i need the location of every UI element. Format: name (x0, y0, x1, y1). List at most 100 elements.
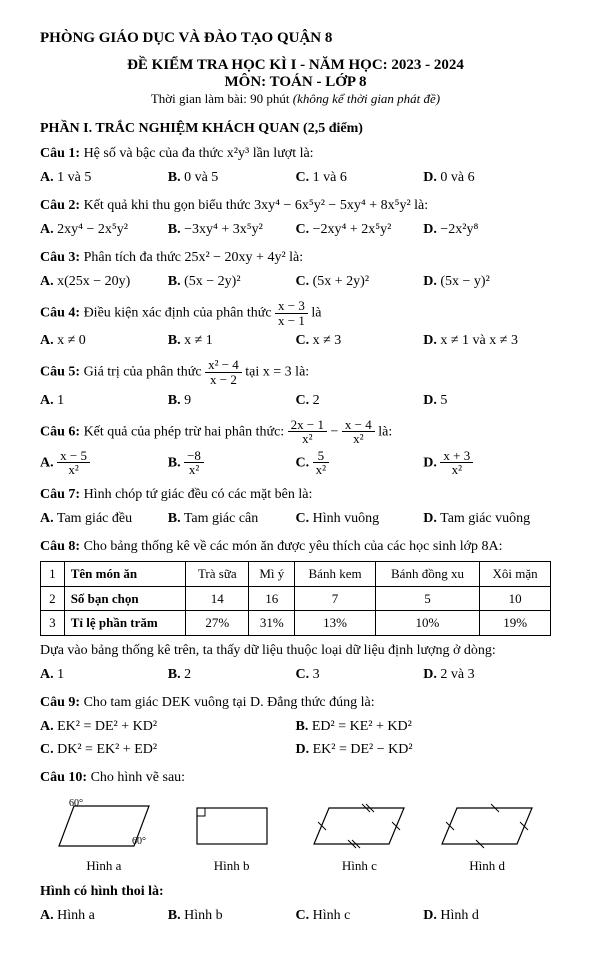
question-6: Câu 6: Kết quả của phép trừ hai phân thứ… (40, 418, 551, 479)
q9-opt-c: C. DK² = EK² + ED² (40, 738, 296, 761)
q5-opt-a: A. 1 (40, 389, 168, 412)
q5-opt-d: D. 5 (423, 389, 551, 412)
q3-opt-a: A. x(25x − 20y) (40, 270, 168, 293)
q10-opt-d: D. Hình d (423, 904, 551, 927)
parallelogram-marks-icon (304, 796, 414, 856)
figure-b: Hình b (168, 796, 296, 876)
q2-opt-d: D. −2x²y⁸ (423, 218, 551, 241)
q10-ask: Hình có hình thoi là: (40, 881, 551, 902)
q4-prefix: Câu 4: (40, 305, 80, 320)
q9-stem: Cho tam giác DEK vuông tại D. Đẳng thức … (80, 695, 375, 710)
section-1-heading: PHẦN I. TRẮC NGHIỆM KHÁCH QUAN (2,5 điểm… (40, 121, 551, 137)
q10-stem: Cho hình vẽ sau: (87, 770, 185, 785)
q6-prefix: Câu 6: (40, 424, 80, 439)
q10-opt-c: C. Hình c (296, 904, 424, 927)
title-line-2: MÔN: TOÁN - LỚP 8 (40, 74, 551, 91)
q8-stem: Cho bảng thống kê về các món ăn được yêu… (80, 539, 502, 554)
q7-stem: Hình chóp tứ giác đều có các mặt bên là: (80, 487, 312, 502)
q3-prefix: Câu 3: (40, 250, 80, 265)
q5-fraction: x² − 4x − 2 (205, 358, 242, 386)
q5-prefix: Câu 5: (40, 365, 80, 380)
question-2: Câu 2: Kết quả khi thu gọn biểu thức 3xy… (40, 195, 551, 241)
q7-prefix: Câu 7: (40, 487, 80, 502)
q3-opt-c: C. (5x + 2y)² (296, 270, 424, 293)
q9-opt-a: A. EK² = DE² + KD² (40, 715, 296, 738)
q8-opt-b: B. 2 (168, 663, 296, 686)
time-prefix: Thời gian làm bài: 90 phút (151, 91, 293, 106)
q1-opt-b: B. 0 và 5 (168, 166, 296, 189)
q6-frac-2: x − 4x² (342, 418, 375, 446)
title-line-1: ĐỀ KIỂM TRA HỌC KÌ I - NĂM HỌC: 2023 - 2… (40, 57, 551, 74)
q4-fraction: x − 3x − 1 (275, 299, 308, 327)
q9-opt-b: B. ED² = KE² + KD² (296, 715, 552, 738)
q2-prefix: Câu 2: (40, 198, 80, 213)
q5-opt-c: C. 2 (296, 389, 424, 412)
q6-stem-b: là: (378, 424, 392, 439)
q5-stem-a: Giá trị của phân thức (80, 365, 205, 380)
q6-opt-c: C. 5x² (296, 448, 424, 478)
question-9: Câu 9: Cho tam giác DEK vuông tại D. Đẳn… (40, 692, 551, 761)
table-row: 1 Tên món ăn Trà sữa Mì ý Bánh kem Bánh … (41, 562, 551, 587)
q5-opt-b: B. 9 (168, 389, 296, 412)
q6-stem-a: Kết quả của phép trừ hai phân thức: (80, 424, 288, 439)
q7-opt-a: A. Tam giác đều (40, 507, 168, 530)
time-line: Thời gian làm bài: 90 phút (không kể thờ… (40, 91, 551, 107)
q1-stem: Hệ số và bậc của đa thức x²y³ lần lượt l… (80, 146, 314, 161)
q6-opt-b: B. −8x² (168, 448, 296, 478)
q10-figures: 60° 60° Hình a Hình b Hình c (40, 796, 551, 876)
svg-text:60°: 60° (69, 798, 83, 809)
question-4: Câu 4: Điều kiện xác định của phân thức … (40, 299, 551, 352)
q4-opt-d: D. x ≠ 1 và x ≠ 3 (423, 329, 551, 352)
q3-stem: Phân tích đa thức 25x² − 20xy + 4y² là: (80, 250, 303, 265)
question-8: Câu 8: Cho bảng thống kê về các món ăn đ… (40, 536, 551, 686)
q4-opt-c: C. x ≠ 3 (296, 329, 424, 352)
q6-minus: − (331, 424, 342, 439)
question-1: Câu 1: Hệ số và bậc của đa thức x²y³ lần… (40, 143, 551, 189)
question-10: Câu 10: Cho hình vẽ sau: 60° 60° Hình a … (40, 767, 551, 928)
q7-opt-c: C. Hình vuông (296, 507, 424, 530)
q3-opt-d: D. (5x − y)² (423, 270, 551, 293)
q8-opt-d: D. 2 và 3 (423, 663, 551, 686)
q9-opt-d: D. EK² = DE² − KD² (296, 738, 552, 761)
q2-opt-b: B. −3xy⁴ + 3x⁵y² (168, 218, 296, 241)
q6-opt-a: A. x − 5x² (40, 448, 168, 478)
figure-a: 60° 60° Hình a (40, 796, 168, 876)
q4-stem-b: là (311, 305, 321, 320)
time-italic: (không kể thời gian phát đề) (293, 91, 440, 106)
question-7: Câu 7: Hình chóp tứ giác đều có các mặt … (40, 484, 551, 530)
question-5: Câu 5: Giá trị của phân thức x² − 4x − 2… (40, 358, 551, 411)
q8-after: Dựa vào bảng thống kê trên, ta thấy dữ l… (40, 640, 551, 661)
q10-prefix: Câu 10: (40, 770, 87, 785)
title-block: ĐỀ KIỂM TRA HỌC KÌ I - NĂM HỌC: 2023 - 2… (40, 57, 551, 107)
figure-c: Hình c (296, 796, 424, 876)
table-row: 2 Số bạn chọn 14 16 7 5 10 (41, 586, 551, 611)
q6-frac-1: 2x − 1x² (288, 418, 327, 446)
q10-opt-b: B. Hình b (168, 904, 296, 927)
q4-opt-b: B. x ≠ 1 (168, 329, 296, 352)
q6-opt-d: D. x + 3x² (423, 448, 551, 478)
q8-prefix: Câu 8: (40, 539, 80, 554)
q7-opt-b: B. Tam giác cân (168, 507, 296, 530)
figure-d: Hình d (423, 796, 551, 876)
q10-opt-a: A. Hình a (40, 904, 168, 927)
q2-stem: Kết quả khi thu gọn biểu thức 3xy⁴ − 6x⁵… (80, 198, 428, 213)
parallelogram-icon: 60° 60° (49, 796, 159, 856)
q9-prefix: Câu 9: (40, 695, 80, 710)
q8-table: 1 Tên món ăn Trà sữa Mì ý Bánh kem Bánh … (40, 561, 551, 636)
q4-stem-a: Điều kiện xác định của phân thức (80, 305, 275, 320)
q1-prefix: Câu 1: (40, 146, 80, 161)
table-row: 3 Tỉ lệ phần trăm 27% 31% 13% 10% 19% (41, 611, 551, 636)
q2-opt-c: C. −2xy⁴ + 2x⁵y² (296, 218, 424, 241)
rectangle-icon (182, 796, 282, 856)
q4-opt-a: A. x ≠ 0 (40, 329, 168, 352)
q2-opt-a: A. 2xy⁴ − 2x⁵y² (40, 218, 168, 241)
q8-opt-c: C. 3 (296, 663, 424, 686)
q3-opt-b: B. (5x − 2y)² (168, 270, 296, 293)
q1-opt-a: A. 1 và 5 (40, 166, 168, 189)
q5-stem-b: tại x = 3 là: (245, 365, 309, 380)
q1-opt-d: D. 0 và 6 (423, 166, 551, 189)
svg-text:60°: 60° (132, 836, 146, 847)
q7-opt-d: D. Tam giác vuông (423, 507, 551, 530)
org-header: PHÒNG GIÁO DỤC VÀ ĐÀO TẠO QUẬN 8 (40, 30, 551, 47)
rhombus-icon (432, 796, 542, 856)
